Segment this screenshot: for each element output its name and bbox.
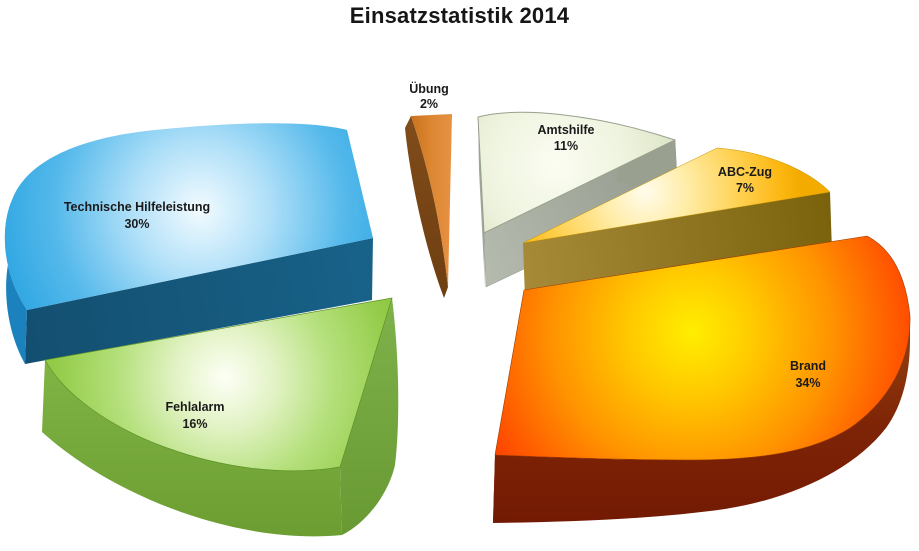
pie-slice-brand[interactable]: [493, 235, 911, 523]
pie-slice-technische-hilfeleistung[interactable]: [4, 123, 374, 364]
slice-percent-text: 16%: [182, 417, 207, 431]
pie-slice-fehlalarm-face[interactable]: [44, 297, 393, 472]
slice-percent-text: 2%: [420, 97, 438, 111]
pie-slice-technische-hilfeleistung-face[interactable]: [25, 238, 373, 364]
pie-slice-technische-hilfeleistung-face[interactable]: [4, 123, 374, 310]
pie-slice-fehlalarm[interactable]: [42, 297, 399, 537]
pie-slice-abc-zug-face[interactable]: [522, 147, 831, 244]
slice-label-fehlalarm: Fehlalarm 16%: [165, 400, 224, 431]
slice-percent-text: 11%: [554, 139, 578, 153]
slice-name-text: Übung: [409, 81, 449, 96]
slice-label-technische-hilfeleistung: Technische Hilfeleistung 30%: [64, 200, 210, 231]
slice-percent-text: 7%: [736, 181, 754, 195]
slice-label-brand: Brand 34%: [790, 359, 826, 390]
slice-name-text: Brand: [790, 359, 826, 373]
pie-slice-brand-face[interactable]: [494, 235, 911, 461]
slice-label-abc-zug: ABC-Zug 7%: [718, 165, 772, 195]
chart-title: Einsatzstatistik 2014: [349, 3, 570, 28]
pie-slice-amtshilfe-face[interactable]: [477, 111, 677, 234]
pie-slice-abc-zug[interactable]: [522, 147, 832, 298]
slice-name-text: Fehlalarm: [165, 400, 224, 414]
pie-slice-abc-zug-face[interactable]: [523, 192, 832, 298]
pie-slice-fehlalarm-face[interactable]: [340, 298, 399, 535]
slice-percent-text: 30%: [124, 217, 149, 231]
slice-name-text: ABC-Zug: [718, 165, 772, 179]
slice-name-text: Amtshilfe: [538, 123, 595, 137]
slice-name-text: Technische Hilfeleistung: [64, 200, 210, 214]
pie-slice-uebung-face[interactable]: [411, 114, 452, 287]
pie-slice-uebung[interactable]: [405, 114, 452, 298]
slice-label-amtshilfe: Amtshilfe 11%: [538, 123, 595, 153]
pie-slice-uebung-face[interactable]: [405, 116, 448, 298]
slice-label-uebung: Übung 2%: [409, 81, 449, 111]
slice-percent-text: 34%: [795, 376, 820, 390]
pie-slice-brand-face[interactable]: [493, 316, 911, 523]
pie-slice-fehlalarm-face[interactable]: [42, 360, 342, 537]
